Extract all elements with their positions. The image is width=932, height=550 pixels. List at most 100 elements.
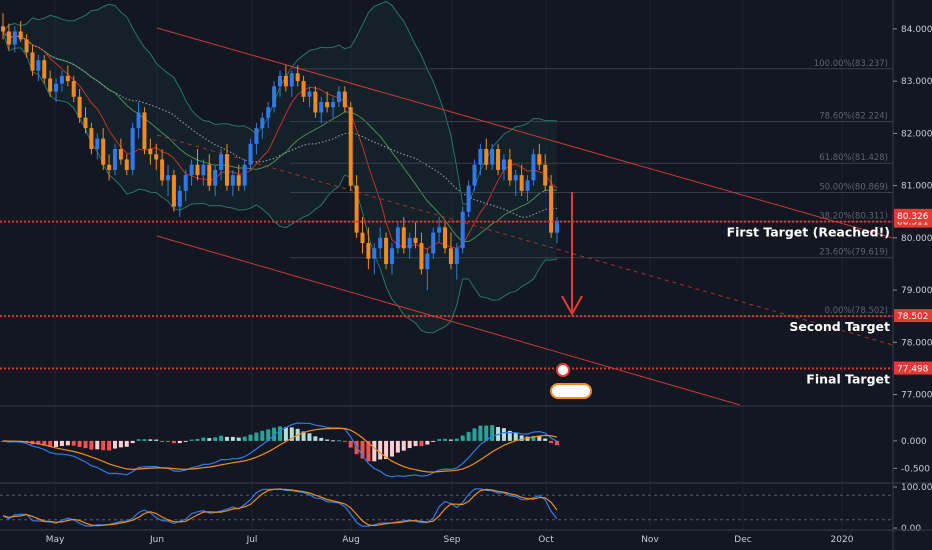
macd-histogram-bar [443, 438, 448, 441]
candle-body [248, 143, 253, 165]
macd-histogram-bar [454, 438, 459, 441]
candle-body [171, 175, 176, 207]
candle-body [278, 75, 282, 87]
candle-body [313, 91, 318, 113]
candle-body [83, 117, 88, 129]
candle-body [136, 112, 141, 129]
candle-body [425, 253, 430, 270]
candle-body [372, 248, 377, 259]
event-badge [556, 363, 570, 377]
target-price-tag [894, 309, 932, 323]
macd-signal-line [2, 427, 558, 473]
macd-histogram-bar [472, 428, 477, 441]
macd-line [2, 422, 558, 478]
candle-body [12, 31, 17, 45]
candle-body [543, 164, 548, 186]
fib-label: 38.20%(80.311) [819, 212, 888, 222]
macd-histogram-bar [130, 440, 135, 444]
channel-lower [156, 235, 741, 406]
candle-body [507, 159, 512, 181]
candle-body [525, 180, 530, 191]
macd-histogram-bar [260, 430, 265, 441]
candle-body [289, 73, 294, 87]
candle-body [48, 78, 53, 92]
macd-histogram-bar [490, 425, 495, 441]
stoch-tick-label: 0.00 [901, 524, 921, 534]
last-price-tag [894, 208, 932, 222]
candle-body [496, 149, 501, 170]
candle-body [348, 107, 353, 186]
macd-histogram-bar [189, 439, 194, 441]
macd-histogram-bar [107, 440, 112, 451]
candle-body [478, 149, 483, 165]
macd-histogram-bar [207, 438, 212, 441]
price-tick-label: 82.000 [901, 129, 932, 139]
candle-body [230, 175, 235, 186]
stoch-tick-label: 100.00 [901, 483, 932, 493]
candle-body [307, 91, 312, 97]
macd-histogram-bar [555, 440, 559, 446]
macd-histogram-bar [425, 440, 430, 445]
macd-histogram-bar [54, 440, 59, 447]
candle-body [36, 60, 41, 71]
macd-histogram-bar [407, 440, 412, 449]
macd-histogram-bar [148, 439, 153, 441]
macd-histogram-bar [384, 440, 389, 459]
macd-histogram-bar [77, 440, 82, 447]
target-label: First Target (Reached!) [727, 225, 890, 240]
candle-body [207, 164, 212, 186]
macd-histogram-bar [378, 440, 383, 460]
macd-histogram-bar [278, 426, 282, 441]
macd-histogram-bar [348, 440, 353, 448]
candle-body [18, 31, 23, 40]
macd-histogram-bar [301, 431, 306, 441]
macd-histogram-bar [171, 440, 176, 444]
candle-body [54, 83, 59, 92]
candle-body [490, 149, 495, 165]
macd-histogram-bar [89, 440, 94, 450]
stochastic-panel: 100.00 0.00 [0, 483, 932, 534]
macd-histogram-bar [266, 429, 271, 441]
target-lines: First Target (Reached!) 80.311 Second Targ… [0, 208, 932, 387]
candle-body [189, 164, 194, 176]
candle-body [201, 164, 206, 176]
macd-histogram-bar [531, 435, 536, 441]
macd-histogram-bar [254, 432, 259, 441]
last-price-tag-text: 80.326 [897, 212, 929, 222]
candle-body [118, 149, 123, 160]
candle-body [219, 154, 224, 170]
candle-body [484, 149, 489, 165]
month-label: Jun [149, 535, 164, 545]
candle-body [71, 81, 76, 97]
candle-body [366, 243, 371, 259]
candle-body [354, 185, 359, 233]
candle-body [177, 190, 182, 207]
macd-tick-label: 0.000 [901, 437, 927, 447]
candle-body [1, 26, 5, 32]
macd-histogram-bar [236, 437, 241, 441]
candle-body [448, 248, 453, 264]
candle-body [389, 248, 394, 264]
macd-histogram-bar [224, 436, 229, 441]
macd-histogram-bar [65, 440, 70, 446]
macd-histogram-bar [195, 438, 200, 441]
candle-body [501, 159, 506, 170]
candle-body [360, 232, 365, 244]
macd-histogram-bar [242, 436, 247, 441]
macd-histogram-bar [59, 440, 64, 446]
candle-body [260, 117, 265, 129]
candle-body [224, 154, 229, 186]
macd-histogram-bar [154, 439, 159, 441]
target-price-tag-text: 80.311 [897, 218, 929, 228]
macd-histogram-bar [549, 440, 554, 444]
macd-histogram-bar [112, 440, 117, 449]
macd-histogram-bar [71, 440, 76, 446]
macd-histogram-bar [543, 438, 548, 441]
candle-body [107, 164, 112, 170]
candle-body [531, 154, 536, 181]
price-tick-label: 81.000 [901, 182, 932, 192]
month-label: Oct [538, 535, 554, 545]
candle-body [384, 237, 389, 264]
candle-body [336, 91, 341, 103]
candle-body [437, 227, 442, 233]
